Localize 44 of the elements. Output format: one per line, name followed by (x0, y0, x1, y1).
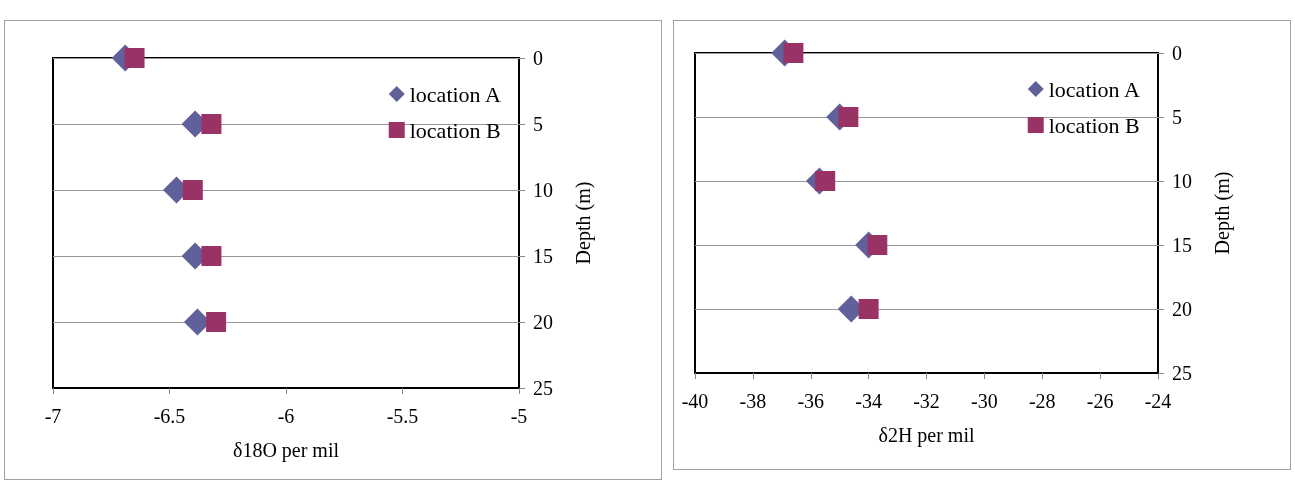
y-tick-label: 10 (1172, 170, 1192, 192)
y-tick-label: 25 (533, 377, 553, 399)
point (815, 171, 836, 191)
x-tick-label: -36 (797, 390, 825, 412)
y-tick-label: 20 (533, 311, 553, 333)
y-axis-title: Depth (m) (572, 181, 595, 265)
x-tick-label: -5.5 (386, 405, 419, 427)
legend-label: location B (1048, 112, 1140, 138)
point (201, 114, 222, 134)
y-axis-title: Depth (m) (1211, 171, 1234, 255)
x-tick-label: -34 (855, 390, 882, 412)
x-tick-label: -6 (277, 405, 295, 427)
legend-label: location A (409, 81, 501, 107)
point (838, 107, 859, 127)
y-tick-label: 15 (1172, 234, 1192, 256)
x-tick-label: -40 (681, 390, 709, 412)
y-tick-label: 0 (533, 47, 543, 69)
y-tick-label: 5 (533, 113, 543, 135)
point (182, 180, 203, 200)
x-tick-label: -28 (1028, 390, 1056, 412)
x-tick-label: -26 (1086, 390, 1114, 412)
point (783, 43, 804, 63)
point (201, 246, 222, 266)
x-tick-label: -24 (1144, 390, 1172, 412)
legend-label: location A (1048, 76, 1140, 102)
point (124, 48, 145, 68)
y-tick-label: 20 (1172, 298, 1192, 320)
x-tick-label: -7 (44, 405, 62, 427)
point (206, 312, 227, 332)
x-axis-title: δ2H per mil (878, 424, 975, 447)
y-tick-label: 15 (533, 245, 553, 267)
y-tick-label: 5 (1172, 106, 1182, 128)
legend-label: location B (409, 117, 501, 143)
y-tick-label: 10 (533, 179, 553, 201)
point (867, 235, 888, 255)
x-axis-title: δ18O per mil (232, 439, 340, 462)
x-tick-label: -5 (510, 405, 528, 427)
x-tick-label: -6.5 (153, 405, 186, 427)
x-tick-label: -30 (971, 390, 998, 412)
point (858, 299, 879, 319)
y-tick-label: 25 (1172, 362, 1192, 384)
x-tick-label: -32 (913, 390, 940, 412)
x-tick-label: -38 (739, 390, 767, 412)
y-tick-label: 0 (1172, 42, 1182, 64)
